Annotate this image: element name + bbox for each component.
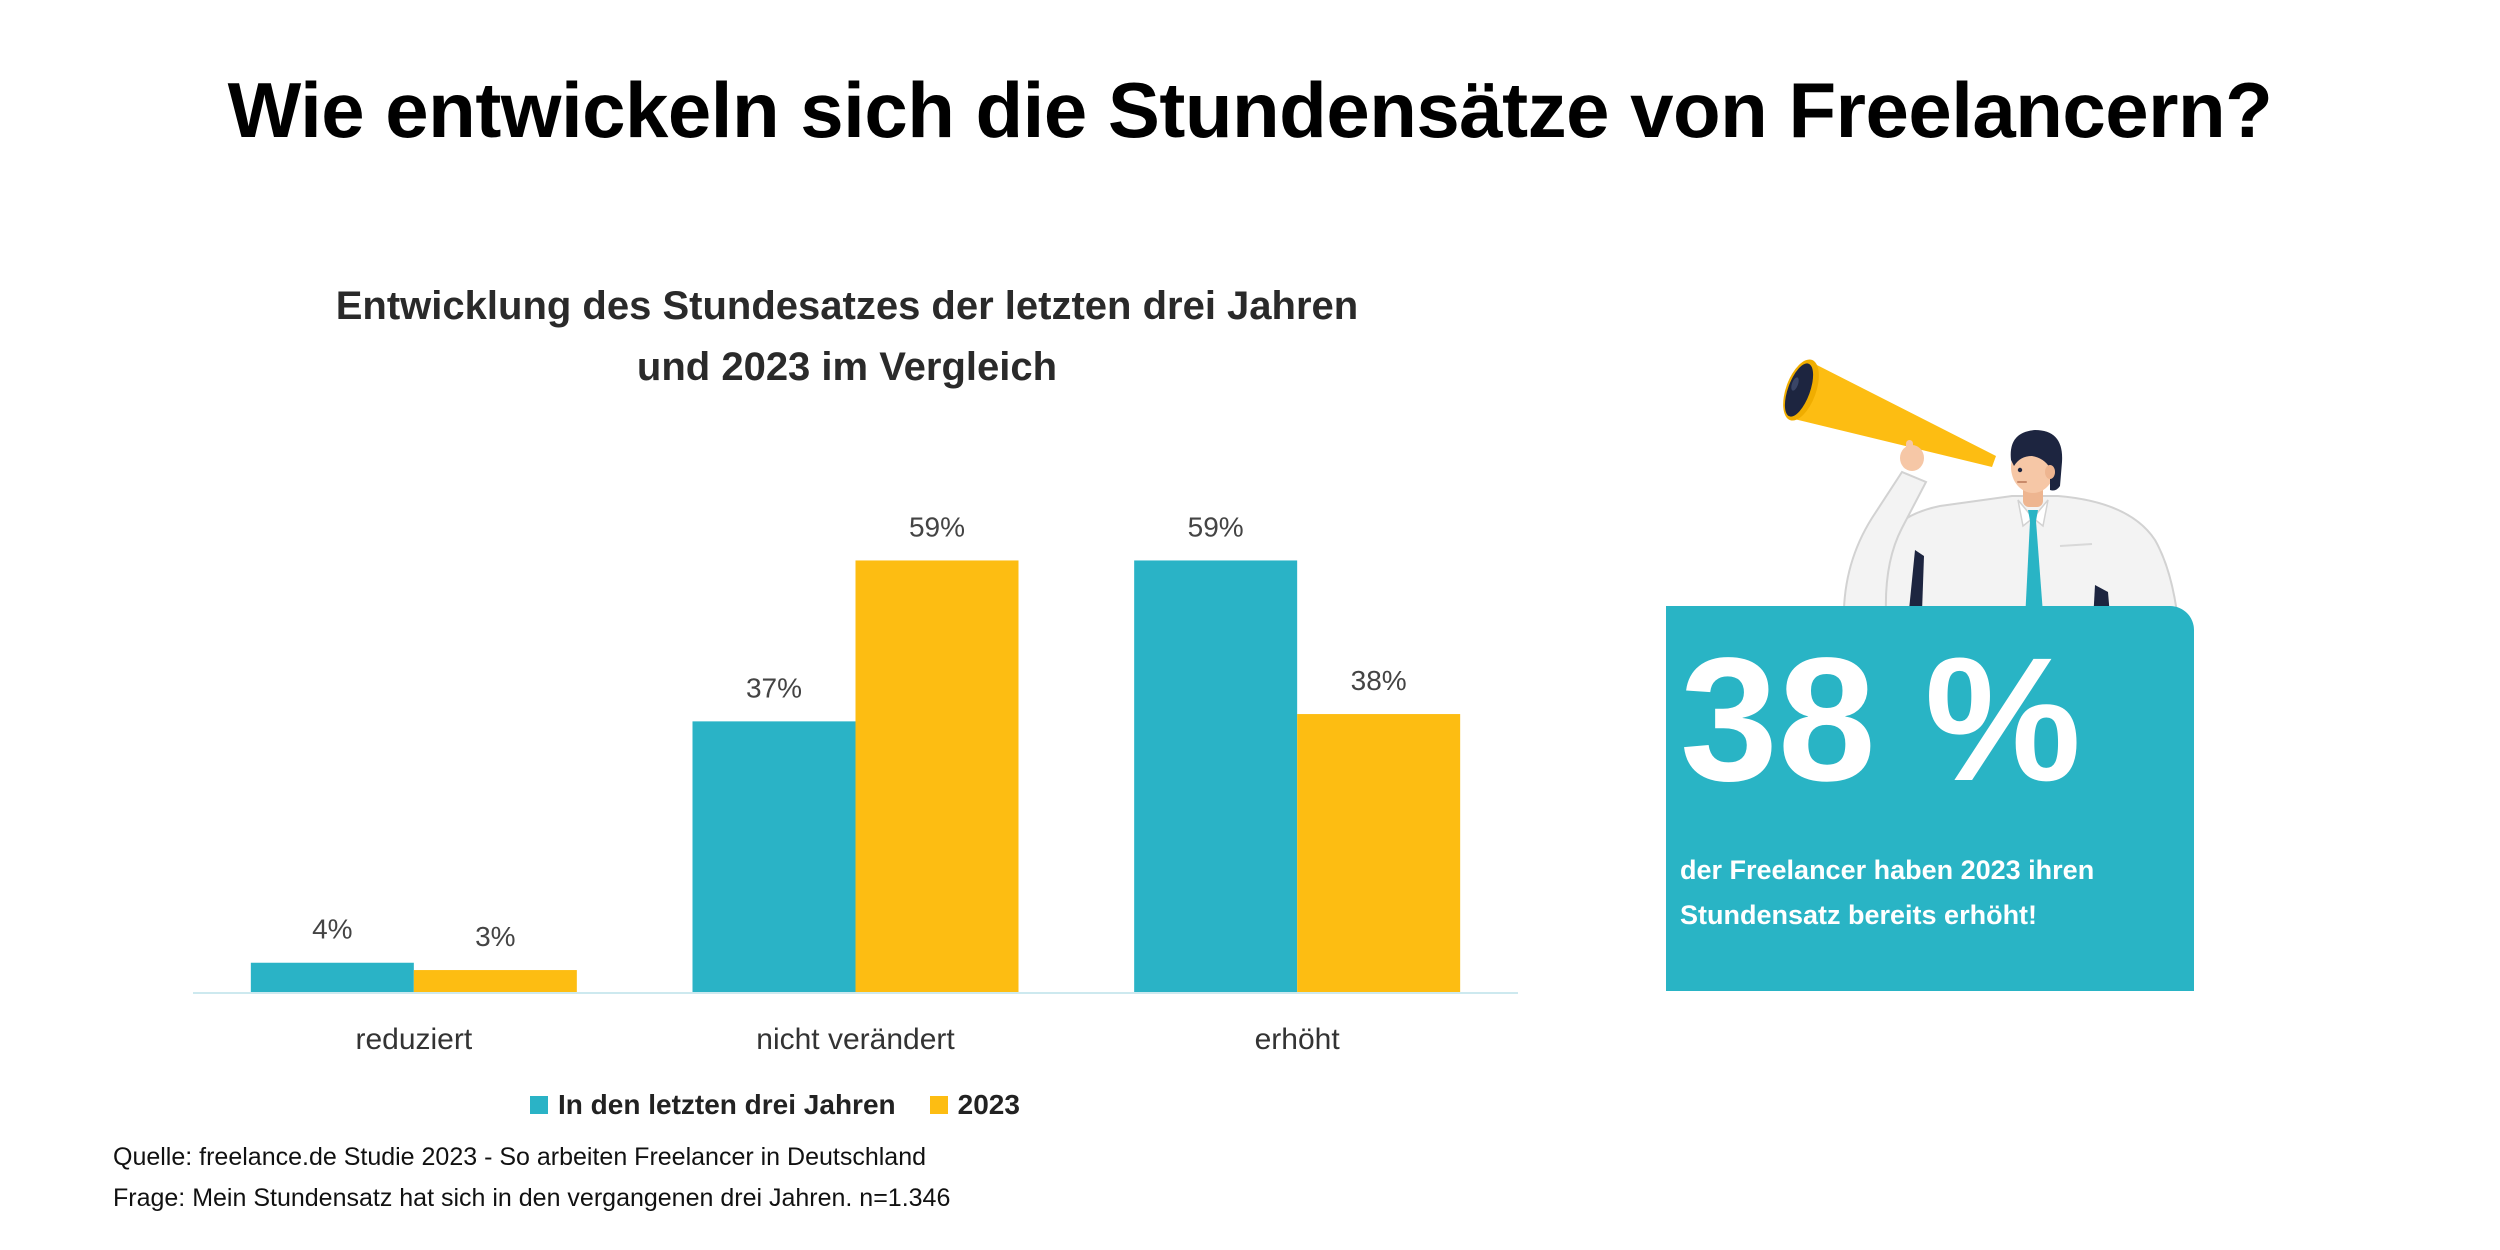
value-label-1-series-0: 37%	[746, 672, 802, 703]
legend-label-series-1: 2023	[957, 1089, 1020, 1120]
highlight-box	[1666, 606, 2194, 991]
category-label-0: reduziert	[355, 1023, 472, 1056]
legend-swatch-teal	[530, 1096, 548, 1114]
bar-1-series-0	[692, 721, 856, 992]
chart-title-line-2: und 2023 im Vergleich	[636, 345, 1058, 389]
highlight-text: der Freelancer haben 2023 ihren Stundens…	[1680, 848, 2094, 938]
value-label-2-series-0: 59%	[1188, 511, 1244, 542]
bar-0-series-0	[250, 962, 414, 992]
source-line-1: Quelle: freelance.de Studie 2023 - So ar…	[113, 1143, 927, 1171]
page-title: Wie entwickeln sich die Stundensätze von…	[227, 66, 2273, 154]
value-label-0-series-1: 3%	[475, 921, 515, 952]
highlight-value: 38 %	[1680, 622, 2082, 818]
man-with-megaphone-icon	[1783, 359, 2182, 640]
category-label-1: nicht verändert	[756, 1023, 955, 1056]
highlight-text-line-1: der Freelancer haben 2023 ihren	[1680, 855, 2095, 885]
source-line-2: Frage: Mein Stundensatz hat sich in den …	[113, 1184, 951, 1212]
chart-legend: In den letzten drei Jahren 2023	[530, 1087, 1054, 1123]
bar-1-series-1	[855, 560, 1019, 992]
legend-item-series-0: In den letzten drei Jahren	[530, 1089, 896, 1121]
megaphone-icon	[1783, 359, 1996, 467]
bar-2-series-0	[1134, 560, 1298, 992]
hand-icon	[1900, 440, 1924, 471]
legend-swatch-yellow	[929, 1096, 948, 1114]
value-label-2-series-1: 38%	[1351, 665, 1407, 696]
highlight-text-line-2: Stundensatz bereits erhöht!	[1680, 900, 2038, 930]
bar-2-series-1	[1297, 714, 1461, 992]
source-note: Quelle: freelance.de Studie 2023 - So ar…	[113, 1137, 950, 1219]
bar-chart: 4% 3% reduziert 37% 59% nicht verändert 59% 38%…	[193, 511, 1518, 1056]
category-label-2: erhöht	[1255, 1023, 1341, 1056]
chart-title-line-1: Entwicklung des Stundesatzes der letzten…	[335, 284, 1359, 328]
chart-title: Entwicklung des Stundesatzes der letzten…	[247, 276, 1447, 398]
legend-item-series-1: 2023	[929, 1089, 1020, 1121]
bar-0-series-1	[413, 970, 577, 992]
person-body	[1842, 470, 2182, 640]
legend-label-series-0: In den letzten drei Jahren	[558, 1089, 896, 1120]
value-label-1-series-1: 59%	[909, 511, 965, 542]
value-label-0-series-0: 4%	[312, 914, 352, 945]
